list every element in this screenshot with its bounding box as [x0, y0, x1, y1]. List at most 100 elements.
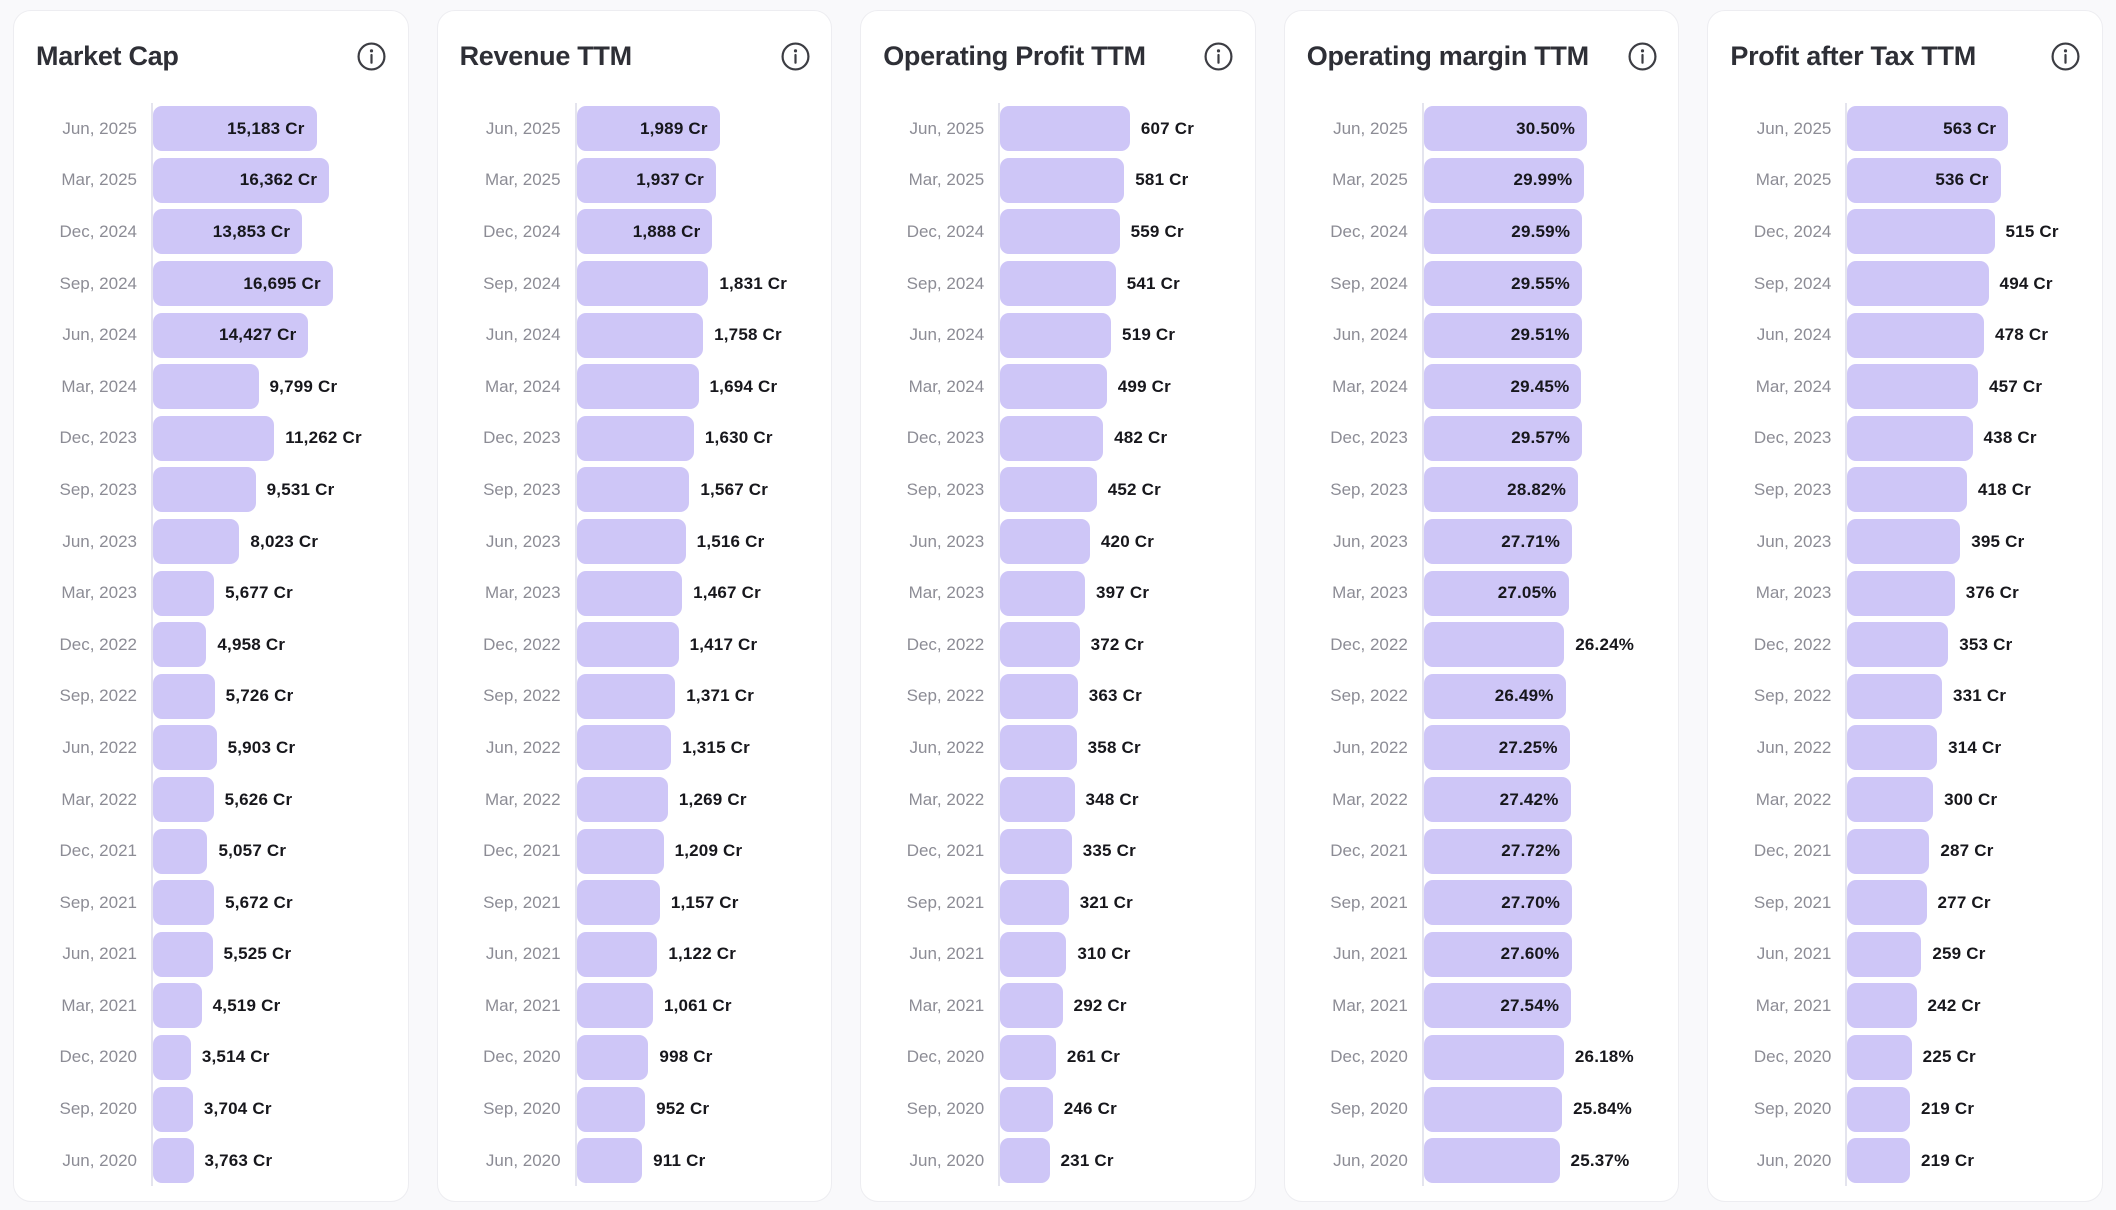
bar[interactable]: 14,427 Cr: [153, 312, 309, 358]
bar[interactable]: 16,695 Cr: [153, 261, 333, 307]
bar[interactable]: 4,958 Cr: [153, 622, 285, 668]
bar[interactable]: 1,567 Cr: [576, 467, 768, 513]
bar[interactable]: 478 Cr: [1847, 312, 2048, 358]
bar[interactable]: 246 Cr: [1000, 1086, 1117, 1132]
bar[interactable]: 26.49%: [1423, 673, 1566, 719]
bar[interactable]: 15,183 Cr: [153, 106, 317, 152]
bar[interactable]: 1,758 Cr: [576, 312, 782, 358]
bar[interactable]: 27.70%: [1423, 880, 1573, 926]
bar[interactable]: 287 Cr: [1847, 828, 1993, 874]
bar[interactable]: 4,519 Cr: [153, 983, 280, 1029]
bar[interactable]: 1,630 Cr: [576, 415, 772, 461]
bar[interactable]: 335 Cr: [1000, 828, 1136, 874]
bar[interactable]: 418 Cr: [1847, 467, 2031, 513]
bar[interactable]: 25.37%: [1423, 1138, 1629, 1184]
bar[interactable]: 1,417 Cr: [576, 622, 757, 668]
bar[interactable]: 1,061 Cr: [576, 983, 732, 1029]
bar[interactable]: 219 Cr: [1847, 1086, 1974, 1132]
bar[interactable]: 29.99%: [1423, 157, 1585, 203]
bar[interactable]: 3,704 Cr: [153, 1086, 271, 1132]
bar[interactable]: 310 Cr: [1000, 931, 1130, 977]
bar[interactable]: 8,023 Cr: [153, 519, 318, 565]
bar[interactable]: 5,677 Cr: [153, 570, 293, 616]
bar[interactable]: 314 Cr: [1847, 725, 2001, 771]
bar[interactable]: 331 Cr: [1847, 673, 2006, 719]
bar[interactable]: 29.59%: [1423, 209, 1583, 255]
bar[interactable]: 29.55%: [1423, 261, 1582, 307]
bar[interactable]: 231 Cr: [1000, 1138, 1114, 1184]
bar[interactable]: 1,937 Cr: [576, 157, 716, 203]
bar[interactable]: 225 Cr: [1847, 1034, 1976, 1080]
bar[interactable]: 363 Cr: [1000, 673, 1142, 719]
bar[interactable]: 397 Cr: [1000, 570, 1149, 616]
bar[interactable]: 1,888 Cr: [576, 209, 713, 255]
bar[interactable]: 27.72%: [1423, 828, 1573, 874]
bar[interactable]: 353 Cr: [1847, 622, 2012, 668]
bar[interactable]: 911 Cr: [576, 1138, 705, 1184]
bar[interactable]: 27.71%: [1423, 519, 1573, 565]
bar[interactable]: 1,122 Cr: [576, 931, 736, 977]
bar[interactable]: 321 Cr: [1000, 880, 1133, 926]
bar[interactable]: 242 Cr: [1847, 983, 1981, 1029]
bar[interactable]: 11,262 Cr: [153, 415, 362, 461]
bar[interactable]: 219 Cr: [1847, 1138, 1974, 1184]
bar[interactable]: 372 Cr: [1000, 622, 1144, 668]
bar[interactable]: 1,209 Cr: [576, 828, 742, 874]
bar[interactable]: 395 Cr: [1847, 519, 2024, 565]
bar[interactable]: 515 Cr: [1847, 209, 2059, 255]
bar[interactable]: 27.42%: [1423, 777, 1571, 823]
bar[interactable]: 1,831 Cr: [576, 261, 787, 307]
bar[interactable]: 3,514 Cr: [153, 1034, 269, 1080]
bar[interactable]: 1,371 Cr: [576, 673, 754, 719]
bar[interactable]: 1,157 Cr: [576, 880, 738, 926]
bar[interactable]: 5,626 Cr: [153, 777, 292, 823]
info-icon[interactable]: [1626, 40, 1658, 72]
info-icon[interactable]: [356, 40, 388, 72]
bar[interactable]: 25.84%: [1423, 1086, 1632, 1132]
bar[interactable]: 1,989 Cr: [576, 106, 720, 152]
bar[interactable]: 559 Cr: [1000, 209, 1184, 255]
bar[interactable]: 348 Cr: [1000, 777, 1139, 823]
bar[interactable]: 9,531 Cr: [153, 467, 334, 513]
bar[interactable]: 5,672 Cr: [153, 880, 293, 926]
bar[interactable]: 29.51%: [1423, 312, 1582, 358]
bar[interactable]: 9,799 Cr: [153, 364, 337, 410]
bar[interactable]: 494 Cr: [1847, 261, 2053, 307]
bar[interactable]: 998 Cr: [576, 1034, 712, 1080]
bar[interactable]: 482 Cr: [1000, 415, 1167, 461]
bar[interactable]: 541 Cr: [1000, 261, 1180, 307]
bar[interactable]: 13,853 Cr: [153, 209, 303, 255]
bar[interactable]: 3,763 Cr: [153, 1138, 272, 1184]
bar[interactable]: 16,362 Cr: [153, 157, 330, 203]
bar[interactable]: 452 Cr: [1000, 467, 1161, 513]
bar[interactable]: 1,467 Cr: [576, 570, 761, 616]
bar[interactable]: 28.82%: [1423, 467, 1579, 513]
info-icon[interactable]: [2050, 40, 2082, 72]
bar[interactable]: 5,903 Cr: [153, 725, 295, 771]
bar[interactable]: 30.50%: [1423, 106, 1588, 152]
bar[interactable]: 29.45%: [1423, 364, 1582, 410]
bar[interactable]: 27.60%: [1423, 931, 1572, 977]
bar[interactable]: 438 Cr: [1847, 415, 2037, 461]
bar[interactable]: 26.18%: [1423, 1034, 1634, 1080]
bar[interactable]: 519 Cr: [1000, 312, 1175, 358]
bar[interactable]: 581 Cr: [1000, 157, 1188, 203]
bar[interactable]: 358 Cr: [1000, 725, 1141, 771]
bar[interactable]: 563 Cr: [1847, 106, 2009, 152]
info-icon[interactable]: [779, 40, 811, 72]
bar[interactable]: 300 Cr: [1847, 777, 1997, 823]
info-icon[interactable]: [1203, 40, 1235, 72]
bar[interactable]: 5,525 Cr: [153, 931, 291, 977]
bar[interactable]: 277 Cr: [1847, 880, 1991, 926]
bar[interactable]: 27.25%: [1423, 725, 1570, 771]
bar[interactable]: 292 Cr: [1000, 983, 1127, 1029]
bar[interactable]: 27.54%: [1423, 983, 1572, 1029]
bar[interactable]: 457 Cr: [1847, 364, 2042, 410]
bar[interactable]: 26.24%: [1423, 622, 1634, 668]
bar[interactable]: 27.05%: [1423, 570, 1569, 616]
bar[interactable]: 29.57%: [1423, 415, 1583, 461]
bar[interactable]: 420 Cr: [1000, 519, 1154, 565]
bar[interactable]: 1,516 Cr: [576, 519, 764, 565]
bar[interactable]: 1,694 Cr: [576, 364, 777, 410]
bar[interactable]: 536 Cr: [1847, 157, 2001, 203]
